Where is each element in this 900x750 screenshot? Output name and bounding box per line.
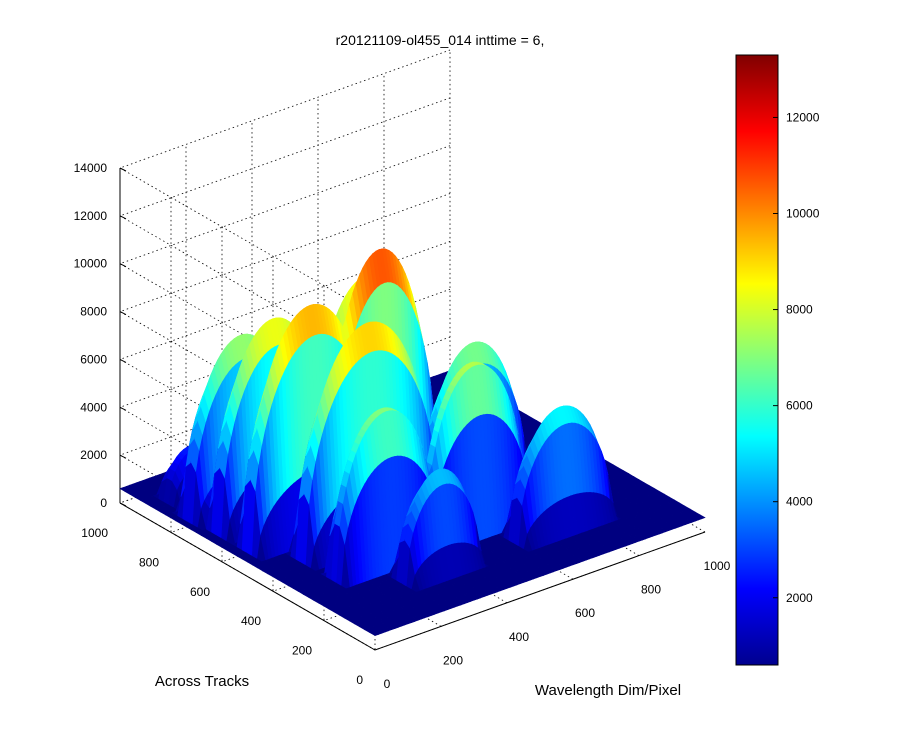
- gridline-z: [119, 193, 451, 459]
- gridline-z: [119, 145, 451, 412]
- gridline-x: [383, 73, 640, 556]
- gridline-x: [251, 120, 508, 604]
- gridline-x: [185, 144, 442, 627]
- surface: [119, 248, 706, 636]
- gridline-x: [317, 97, 574, 580]
- chart-title: r20121109-ol455_014 inttime = 6,: [336, 32, 545, 48]
- gridline-z: [119, 241, 451, 507]
- gridline-x: [449, 50, 706, 533]
- gridline-z: [119, 97, 451, 364]
- gridline-z: [119, 49, 451, 316]
- y-axis-line: [119, 502, 376, 651]
- x-axis-line: [374, 531, 706, 651]
